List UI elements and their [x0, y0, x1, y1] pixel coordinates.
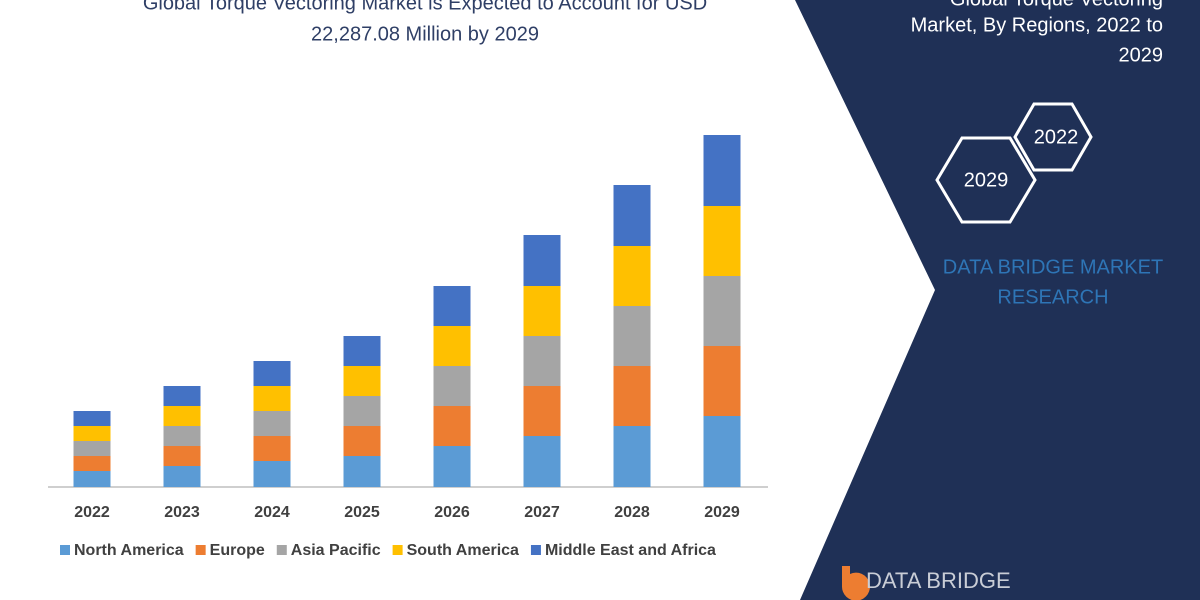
bar-segment — [343, 426, 381, 456]
hexagon — [1013, 102, 1093, 172]
bar-segment — [73, 456, 111, 471]
bar-segment — [163, 466, 201, 487]
legend-swatch — [392, 545, 403, 555]
legend-label: North America — [74, 542, 184, 559]
legend-label: Europe — [210, 542, 265, 559]
bar-segment — [253, 411, 291, 436]
x-tick-label: 2024 — [254, 504, 290, 521]
bar-segment — [253, 361, 291, 386]
hexagon-label: 2022 — [1034, 126, 1079, 148]
bar-segment — [433, 446, 471, 487]
hexagon — [935, 136, 1037, 224]
panel-title: Global Torque Vectoring — [950, 0, 1163, 10]
logo-mark — [841, 566, 870, 600]
bar-segment — [163, 386, 201, 406]
bar-segment — [163, 426, 201, 446]
panel-title: 2029 — [1119, 44, 1164, 66]
bar-segment — [523, 386, 561, 436]
bar-segment — [703, 206, 741, 276]
bar-segment — [343, 396, 381, 426]
bar-segment — [613, 306, 651, 366]
bar-segment — [73, 441, 111, 456]
legend-label: Asia Pacific — [291, 542, 381, 559]
legend-label: Middle East and Africa — [545, 542, 716, 559]
bar-segment — [343, 336, 381, 366]
bar-segment — [613, 185, 651, 246]
bar-segment — [703, 135, 741, 206]
bar-segment — [343, 456, 381, 487]
x-tick-label: 2026 — [434, 504, 470, 521]
bar-segment — [253, 436, 291, 461]
bar-segment — [433, 326, 471, 366]
bar-segment — [163, 446, 201, 466]
bar-segment — [523, 286, 561, 336]
bar-segment — [433, 366, 471, 406]
x-tick-label: 2029 — [704, 504, 740, 521]
x-tick-label: 2022 — [74, 504, 110, 521]
bar-segment — [73, 471, 111, 487]
bar-segment — [73, 426, 111, 441]
panel-title: Market, By Regions, 2022 to — [911, 14, 1163, 36]
bar-segment — [343, 366, 381, 396]
legend-swatch — [530, 545, 541, 555]
bar-segment — [433, 286, 471, 326]
brand-text: DATA BRIDGE MARKET — [943, 256, 1163, 278]
x-tick-label: 2025 — [344, 504, 380, 521]
bar-segment — [523, 235, 561, 286]
bar-segment — [433, 406, 471, 446]
plot: 2022 2023 2024 2025 2026 2027 2028 2029 North Am… — [60, 135, 741, 559]
logo-text: DATA BRIDGE — [866, 568, 1011, 593]
chart-title: 22,287.08 Million by 2029 — [311, 23, 539, 45]
x-tick-label: 2028 — [614, 504, 650, 521]
chart-title: Global Torque Vectoring Market is Expect… — [143, 0, 707, 14]
bar-segment — [523, 336, 561, 386]
x-tick-label: 2023 — [164, 504, 200, 521]
x-tick-label: 2027 — [524, 504, 560, 521]
bar-segment — [613, 426, 651, 487]
brand-text: RESEARCH — [997, 286, 1108, 308]
bar-segment — [613, 246, 651, 306]
legend-swatch — [195, 545, 206, 555]
hexagon-label: 2029 — [964, 169, 1009, 191]
legend-label: South America — [407, 542, 519, 559]
bar-segment — [253, 461, 291, 487]
bar-segment — [73, 411, 111, 426]
bar-segment — [253, 386, 291, 411]
bar-segment — [703, 276, 741, 346]
legend-swatch — [60, 545, 70, 555]
bar-segment — [613, 366, 651, 426]
side-panel — [795, 0, 1200, 600]
bar-segment — [163, 406, 201, 426]
bar-segment — [703, 416, 741, 487]
bar-segment — [703, 346, 741, 416]
bar-segment — [523, 436, 561, 487]
legend-swatch — [276, 545, 287, 555]
